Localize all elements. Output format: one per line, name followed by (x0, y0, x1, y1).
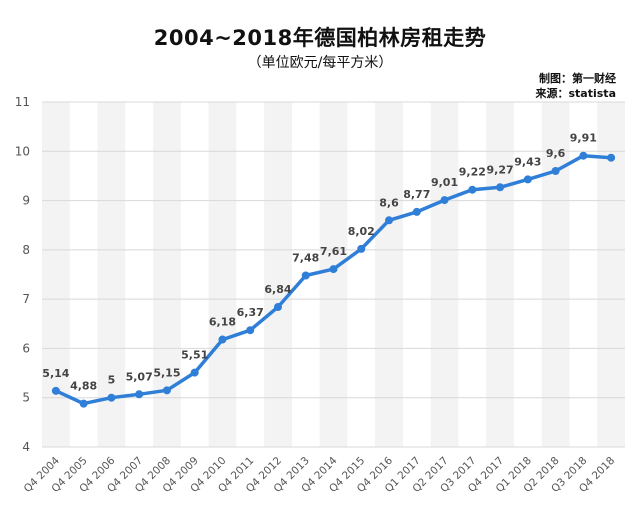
data-point (579, 151, 588, 160)
data-label: 7,48 (292, 251, 319, 264)
data-label: 5,07 (126, 370, 153, 383)
data-label: 4,88 (70, 380, 97, 393)
data-label: 6,18 (209, 316, 236, 329)
data-point (135, 390, 144, 399)
data-point (162, 386, 171, 395)
data-point (551, 167, 560, 175)
credit-producer-label: 制图： (539, 72, 572, 85)
credit-source: 来源：statista (536, 85, 617, 101)
background-band (541, 102, 570, 447)
background-band (97, 102, 126, 447)
data-label: 5,15 (153, 366, 180, 379)
y-tick-label: 5 (22, 391, 30, 405)
data-point (468, 185, 477, 194)
chart-title: 2004~2018年德国柏林房租走势 (153, 26, 487, 50)
y-tick-label: 7 (22, 292, 30, 306)
data-point (190, 368, 199, 377)
y-tick-label: 11 (15, 95, 30, 109)
background-band (319, 102, 348, 447)
data-point (273, 303, 282, 312)
data-point (51, 386, 60, 395)
data-point (440, 196, 449, 205)
data-label: 6,37 (237, 306, 264, 319)
data-point (496, 183, 505, 192)
data-label: 9,27 (487, 163, 514, 176)
data-point (607, 153, 616, 162)
credit-source-label: 来源： (535, 87, 569, 100)
data-point (218, 335, 227, 344)
data-label: 8,02 (348, 225, 375, 238)
data-point (107, 393, 116, 402)
credit-producer: 制图：第一财经 (539, 70, 616, 86)
data-label: 5,51 (181, 349, 208, 362)
data-label: 6,84 (264, 283, 291, 296)
data-point (329, 265, 338, 274)
data-label: 9,91 (570, 132, 597, 145)
background-band (375, 102, 403, 447)
data-label: 9,01 (431, 176, 458, 189)
data-label: 8,6 (379, 196, 399, 209)
data-label: 9,43 (514, 155, 541, 168)
data-label: 5 (108, 374, 116, 387)
data-label: 9,22 (459, 166, 486, 179)
data-point (412, 207, 421, 216)
data-label: 8,77 (403, 188, 430, 201)
background-band (208, 102, 237, 447)
chart-subtitle: （单位欧元/每平方米） (247, 55, 393, 71)
background-band (486, 102, 514, 447)
data-label: 5,14 (42, 367, 69, 380)
data-point (523, 175, 532, 184)
y-tick-label: 8 (22, 243, 30, 257)
data-point (357, 244, 366, 253)
y-tick-label: 6 (22, 341, 30, 355)
background-band (264, 102, 292, 447)
y-tick-label: 9 (22, 194, 30, 208)
data-point (79, 399, 88, 408)
background-band (430, 102, 459, 447)
data-point (246, 326, 255, 335)
data-point (385, 216, 394, 225)
data-point (301, 271, 310, 280)
credit-source-value: statista (568, 87, 617, 100)
data-label: 7,61 (320, 245, 347, 258)
y-tick-label: 4 (22, 440, 30, 454)
y-tick-label: 10 (15, 144, 30, 158)
credit-producer-value: 第一财经 (572, 72, 616, 85)
data-label: 9,6 (546, 147, 566, 160)
background-band (153, 102, 181, 447)
